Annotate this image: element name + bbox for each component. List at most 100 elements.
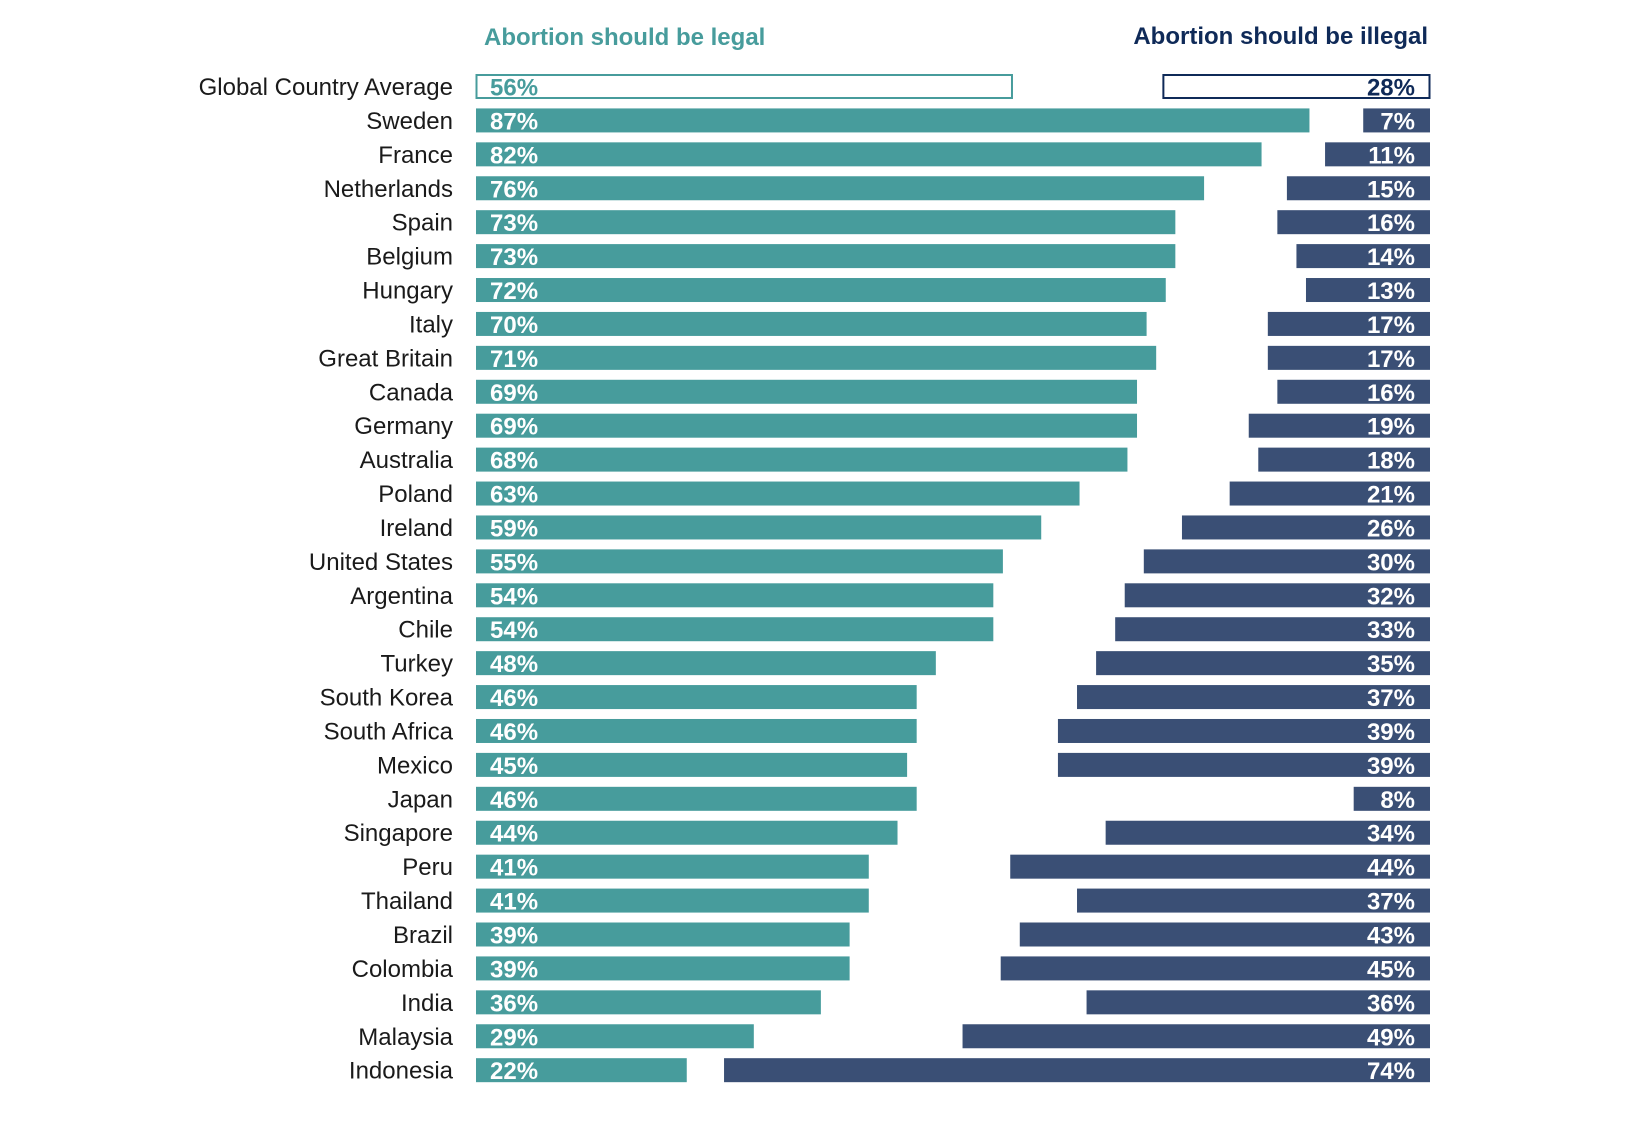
bar-row: Italy 70% 17%: [409, 311, 1430, 339]
legal-bar: [476, 786, 917, 811]
illegal-bar: [1277, 210, 1430, 235]
legal-bar: [476, 176, 1205, 201]
legal-value-label: 69%: [490, 380, 538, 407]
legal-bar: [476, 718, 917, 743]
bar-row: Global Country Average 56% 28%: [199, 74, 1431, 102]
illegal-bar: [1077, 888, 1430, 913]
category-label: Singapore: [344, 820, 453, 847]
illegal-bar: [1077, 685, 1430, 710]
illegal-value-label: 7%: [1380, 108, 1415, 135]
bar-row: United States 55% 30%: [309, 549, 1430, 576]
illegal-bar: [1000, 956, 1430, 981]
illegal-value-label: 32%: [1367, 583, 1415, 610]
bar-row: Poland 63% 21%: [378, 481, 1430, 509]
illegal-value-label: 43%: [1367, 923, 1415, 950]
illegal-value-label: 8%: [1380, 787, 1415, 814]
category-label: Malaysia: [358, 1024, 453, 1051]
bar-row: South Africa 46% 39%: [324, 718, 1430, 746]
category-label: Peru: [402, 854, 453, 881]
bar-row: Sweden 87% 7%: [366, 108, 1430, 135]
category-label: Netherlands: [324, 176, 453, 203]
bar-row: Argentina 54% 32%: [350, 583, 1430, 610]
legal-bar: [476, 854, 869, 879]
bar-row: France 82% 11%: [378, 142, 1430, 169]
category-label: Australia: [360, 447, 454, 474]
illegal-value-label: 16%: [1367, 210, 1415, 237]
illegal-bar: [1258, 447, 1430, 472]
legal-bar: [476, 651, 936, 676]
illegal-value-label: 37%: [1367, 889, 1415, 916]
category-label: Chile: [398, 617, 453, 644]
illegal-bar: [1296, 244, 1430, 269]
illegal-bar: [1143, 549, 1430, 574]
illegal-bar: [1286, 176, 1430, 201]
legal-value-label: 48%: [490, 651, 538, 678]
legend-illegal: Abortion should be illegal: [1133, 23, 1428, 50]
category-label: Japan: [388, 786, 453, 813]
illegal-bar: [962, 1024, 1430, 1049]
bar-row: Australia 68% 18%: [360, 447, 1430, 475]
legal-bar: [476, 1024, 754, 1049]
bar-row: Malaysia 29% 49%: [358, 1024, 1430, 1051]
legal-bar: [476, 447, 1128, 472]
bar-rows: Global Country Average 56% 28% Sweden 87% 7% F…: [199, 74, 1431, 1085]
legal-value-label: 41%: [490, 889, 538, 916]
illegal-bar: [1305, 278, 1430, 303]
category-label: Italy: [409, 311, 453, 338]
legal-value-label: 55%: [490, 549, 538, 576]
legal-value-label: 41%: [490, 855, 538, 882]
bar-row: Colombia 39% 45%: [352, 956, 1430, 983]
legal-bar: [476, 888, 869, 913]
bar-row: Germany 69% 19%: [354, 413, 1430, 441]
bar-row: Chile 54% 33%: [398, 617, 1430, 644]
illegal-value-label: 11%: [1368, 142, 1415, 169]
legal-value-label: 46%: [490, 719, 538, 746]
bar-row: Turkey 48% 35%: [381, 651, 1430, 678]
legal-bar: [476, 481, 1080, 506]
legal-bar: [476, 278, 1166, 303]
illegal-bar: [1363, 108, 1430, 133]
category-label: Brazil: [393, 922, 453, 949]
legal-bar: [476, 820, 898, 845]
bar-row: Great Britain 71% 17%: [318, 345, 1430, 373]
bar-row: Canada 69% 16%: [369, 379, 1430, 407]
illegal-bar: [1057, 752, 1430, 777]
legal-value-label: 56%: [490, 75, 538, 102]
legal-value-label: 72%: [490, 278, 538, 305]
illegal-bar: [1248, 413, 1430, 438]
legal-bar: [476, 413, 1138, 438]
illegal-value-label: 36%: [1367, 990, 1415, 1017]
bar-row: Singapore 44% 34%: [344, 820, 1430, 848]
legal-value-label: 45%: [490, 753, 538, 780]
category-label: South Korea: [320, 685, 454, 712]
legal-value-label: 68%: [490, 448, 538, 475]
legal-bar: [476, 617, 994, 642]
bar-row: South Korea 46% 37%: [320, 685, 1430, 712]
legal-value-label: 29%: [490, 1024, 538, 1051]
legal-value-label: 39%: [490, 923, 538, 950]
category-label: India: [401, 990, 454, 1017]
illegal-value-label: 16%: [1367, 380, 1415, 407]
bar-row: Spain 73% 16%: [392, 210, 1430, 237]
category-label: Canada: [369, 379, 454, 406]
legal-value-label: 46%: [490, 787, 538, 814]
illegal-bar: [1115, 617, 1430, 642]
illegal-bar: [1086, 990, 1430, 1015]
legal-value-label: 63%: [490, 482, 538, 509]
illegal-bar: [1010, 854, 1430, 879]
legal-bar: [476, 244, 1176, 269]
bar-row: Thailand 41% 37%: [361, 888, 1430, 916]
illegal-bar: [1229, 481, 1430, 506]
illegal-bar: [1325, 142, 1430, 167]
illegal-bar: [1353, 786, 1430, 811]
illegal-value-label: 74%: [1367, 1058, 1415, 1085]
category-label: Hungary: [362, 278, 453, 305]
category-label: Ireland: [380, 515, 453, 542]
illegal-bar: [1267, 345, 1430, 370]
category-label: Great Britain: [318, 345, 453, 372]
category-label: France: [378, 142, 453, 169]
illegal-bar: [1057, 718, 1430, 743]
bar-row: Belgium 73% 14%: [366, 244, 1430, 271]
legal-bar: [476, 108, 1310, 133]
legal-value-label: 76%: [490, 176, 538, 203]
